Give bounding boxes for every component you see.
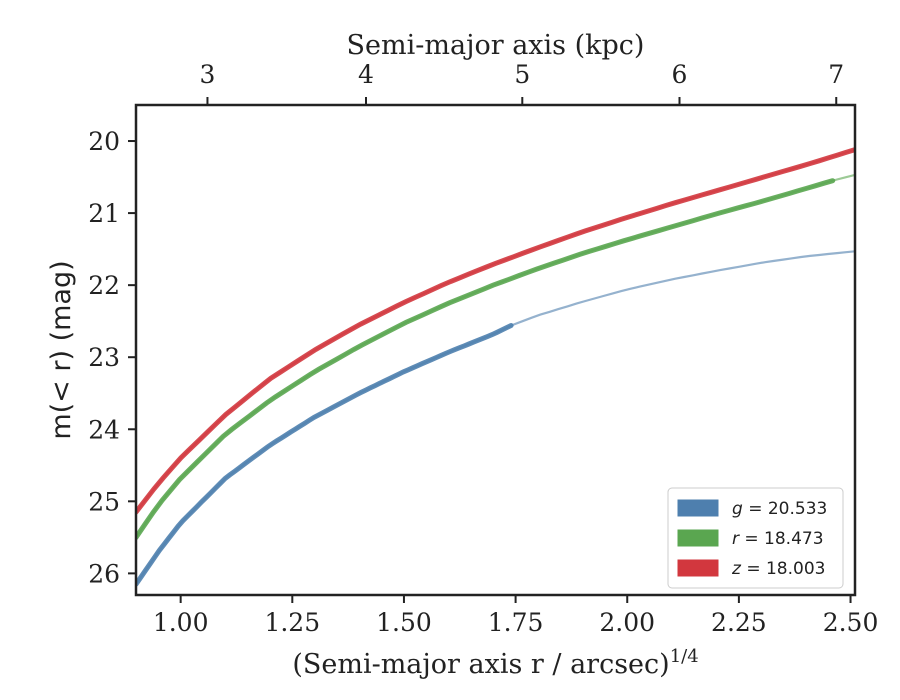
y-tick-label: 20 [88,127,120,156]
legend-swatch-r [677,529,719,547]
legend-swatch-g [677,499,719,517]
y-tick-label: 23 [88,343,120,372]
y-tick-label: 24 [88,415,120,444]
x-tick-label-bottom: 2.00 [599,608,655,637]
x-axis-title-main: (Semi-major axis r / arcsec) [292,649,669,680]
x-tick-label-bottom: 2.25 [711,608,767,637]
series-layer [136,147,855,587]
series-r-data-band [136,178,836,540]
legend-label-g: g = 20.533 [732,499,827,519]
series-r-model-line [136,173,855,539]
x-tick-label-top: 4 [358,60,374,89]
x-tick-label-bottom: 1.75 [488,608,544,637]
legend-swatch-z [677,559,719,577]
x-tick-label-bottom: 1.25 [264,608,320,637]
x-tick-label-bottom: 1.50 [376,608,432,637]
series-g-data-band [136,323,514,587]
x-tick-label-top: 7 [828,60,844,89]
y-tick-label: 21 [88,199,120,228]
x-tick-label-bottom: 2.50 [823,608,879,637]
y-tick-label: 25 [88,487,120,516]
series-z-data-band [136,147,855,515]
legend: g = 20.533 r = 18.473 z = 18.003 [667,487,844,589]
x-axis-title-top: Semi-major axis (kpc) [347,30,645,61]
x-tick-label-top: 3 [200,60,216,89]
legend-label-r: r = 18.473 [732,529,824,549]
y-tick-label: 22 [88,271,120,300]
x-axis-title-bottom: (Semi-major axis r / arcsec)1/4 [292,646,698,680]
y-axis-title: m(< r) (mag) [46,260,77,439]
plot-frame [134,103,857,597]
legend-label-z: z = 18.003 [731,559,825,579]
x-tick-label-top: 6 [672,60,688,89]
ticks-layer: 1.00 1.25 1.50 1.75 2.00 2.25 2.50 3 4 5 6 7 20 21 22 2… [88,60,878,637]
y-tick-label: 26 [88,559,120,588]
x-tick-label-top: 5 [514,60,530,89]
x-axis-title-exponent: 1/4 [670,646,699,667]
x-tick-label-bottom: 1.00 [153,608,209,637]
